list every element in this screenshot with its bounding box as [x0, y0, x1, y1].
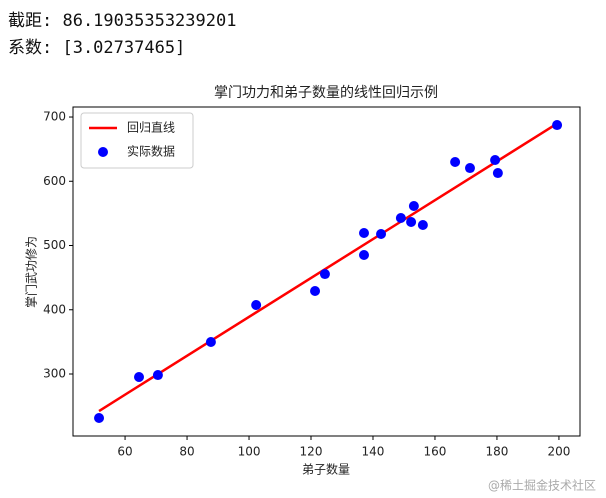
x-tick-label: 80: [179, 445, 194, 459]
x-tick-label: 160: [424, 445, 447, 459]
y-tick-label: 600: [43, 174, 66, 188]
data-point: [310, 285, 321, 296]
data-point: [205, 337, 216, 348]
y-tick-label: 700: [43, 110, 66, 124]
plot-frame: [72, 106, 581, 437]
x-tick-label: 60: [117, 445, 132, 459]
data-point: [152, 370, 163, 381]
x-tick-label: 180: [485, 445, 508, 459]
data-point: [358, 250, 369, 261]
data-point: [134, 372, 145, 383]
data-point: [464, 163, 475, 174]
data-point: [395, 213, 406, 224]
legend-label: 回归直线: [127, 121, 175, 135]
data-point: [376, 229, 387, 240]
legend-dot: [98, 147, 108, 157]
data-point: [406, 216, 417, 227]
chart-title: 掌门功力和弟子数量的线性回归示例: [214, 84, 438, 101]
x-tick-label: 140: [362, 445, 385, 459]
data-point: [417, 220, 428, 231]
data-point: [94, 413, 105, 424]
x-tick-label: 200: [547, 445, 570, 459]
data-point: [251, 300, 262, 311]
y-axis-label: 掌门武功修为: [24, 236, 39, 308]
x-tick-label: 120: [300, 445, 323, 459]
data-point: [319, 269, 330, 280]
data-point: [492, 168, 503, 179]
y-tick-label: 300: [43, 367, 66, 381]
regression-line: [98, 122, 558, 413]
x-axis-label: 弟子数量: [302, 462, 350, 477]
data-point: [490, 155, 501, 166]
watermark: @稀土掘金技术社区: [488, 478, 596, 493]
x-tick-label: 100: [238, 445, 261, 459]
y-tick-label: 500: [43, 238, 66, 252]
output-line: 截距: 86.19035353239201: [8, 11, 237, 31]
output-line: 系数: [3.02737465]: [8, 38, 186, 58]
y-tick-label: 400: [43, 302, 66, 316]
data-point: [358, 227, 369, 238]
data-point: [408, 201, 419, 212]
data-point: [552, 120, 563, 131]
legend-label: 实际数据: [127, 144, 175, 159]
data-point: [450, 156, 461, 167]
